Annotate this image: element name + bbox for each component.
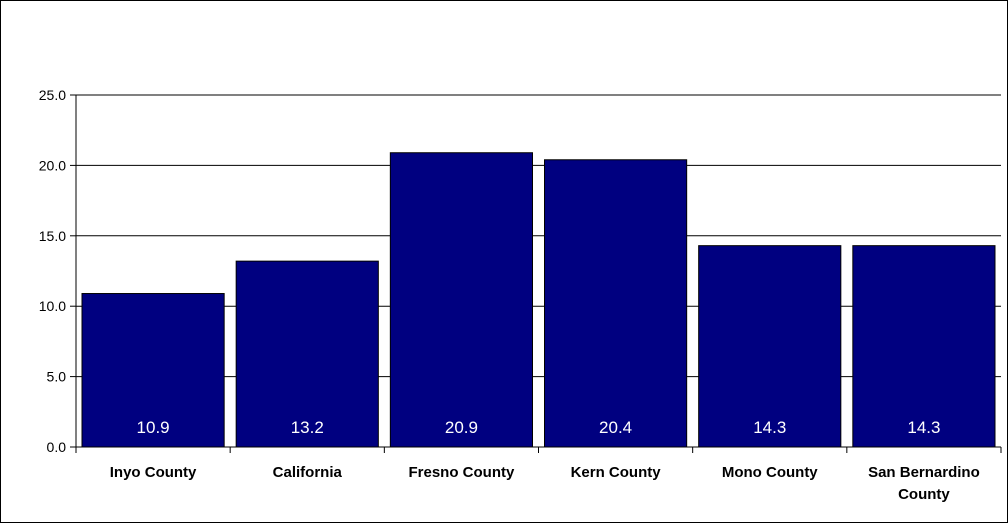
bar-data-label: 10.9: [137, 418, 170, 437]
bar: [235, 260, 379, 448]
bar: [544, 159, 688, 448]
y-tick-label: 15.0: [39, 228, 66, 244]
bar-data-label: 20.9: [445, 418, 478, 437]
y-tick-label: 0.0: [47, 439, 67, 455]
y-tick-label: 25.0: [39, 87, 66, 103]
y-tick-label: 10.0: [39, 298, 66, 314]
bar: [852, 245, 996, 448]
bar-data-label: 14.3: [753, 418, 786, 437]
bar: [81, 293, 225, 448]
bar: [698, 245, 842, 448]
x-category-label: California: [273, 464, 343, 481]
x-category-label: Fresno County: [408, 464, 514, 481]
bar-data-label: 20.4: [599, 418, 632, 437]
y-tick-label: 5.0: [47, 369, 67, 385]
x-category-label: County: [898, 486, 950, 503]
y-tick-label: 20.0: [39, 157, 66, 173]
bar-data-label: 14.3: [907, 418, 940, 437]
x-category-label: San Bernardino: [868, 464, 980, 481]
x-category-label: Mono County: [722, 464, 818, 481]
x-category-label: Inyo County: [110, 464, 197, 481]
x-category-label: Kern County: [571, 464, 662, 481]
bar: [389, 152, 534, 448]
bar-data-label: 13.2: [291, 418, 324, 437]
